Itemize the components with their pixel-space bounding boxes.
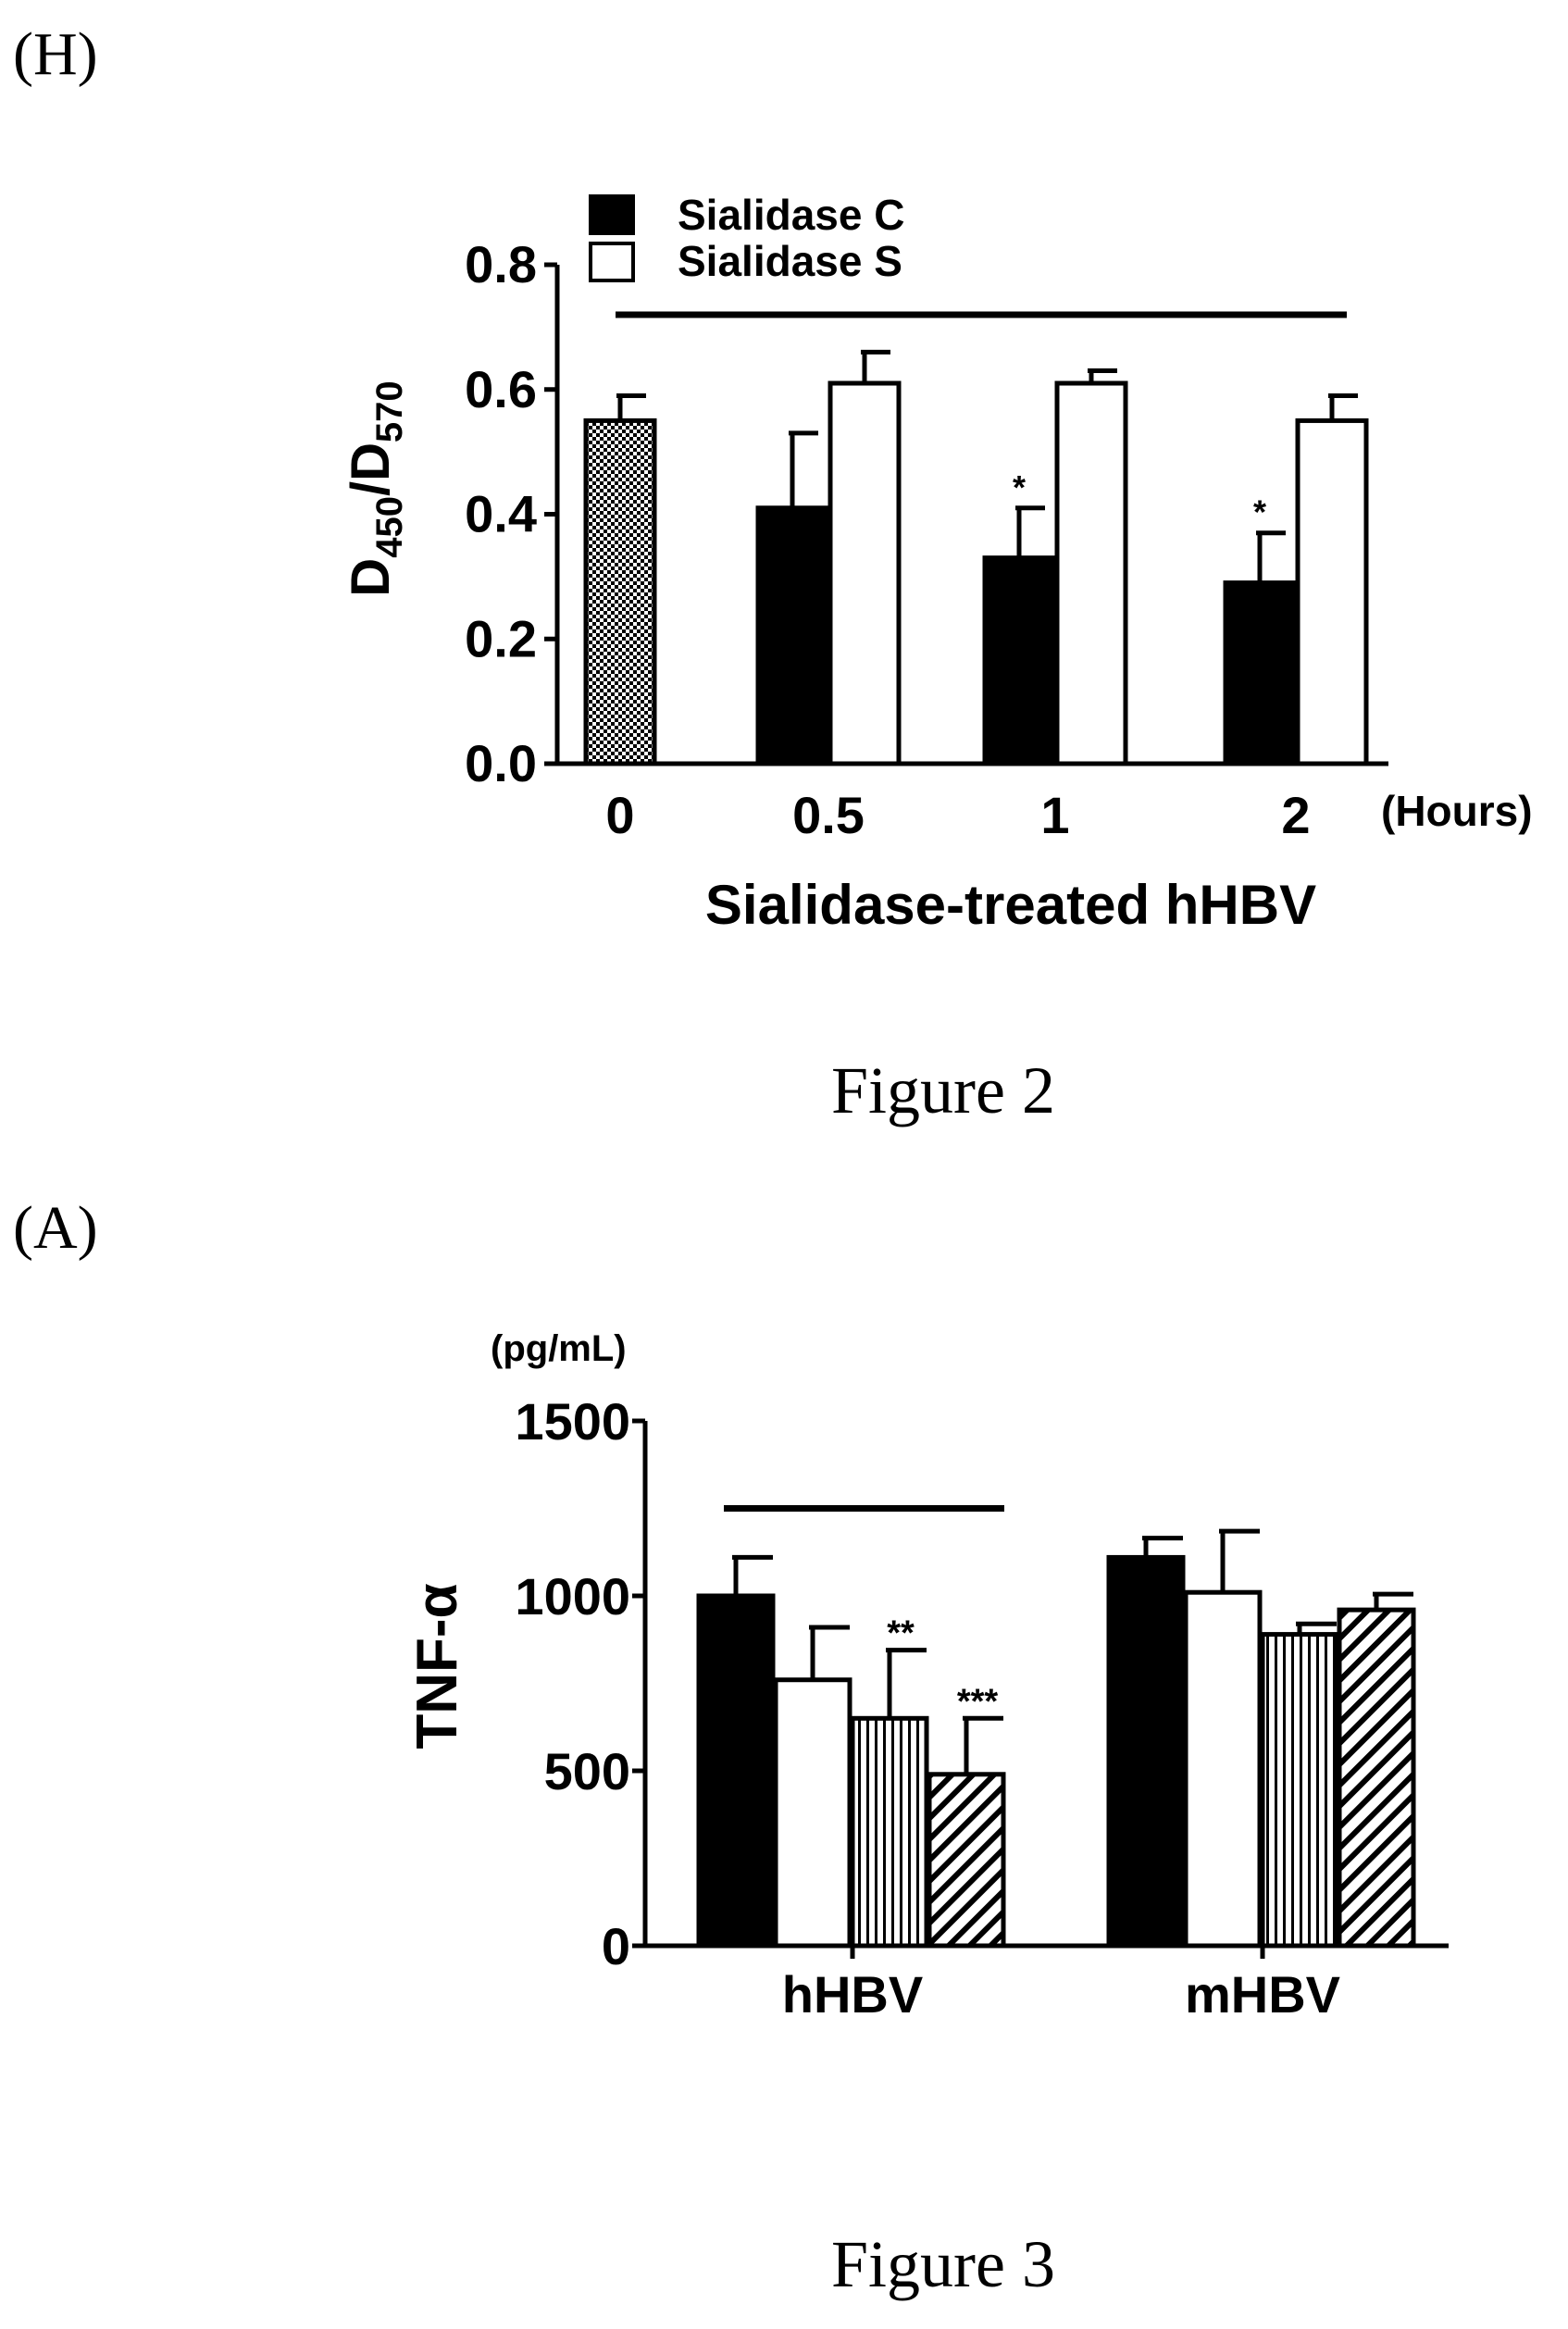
legend-label-sialidase-c: Sialidase C <box>678 191 904 239</box>
y-tick-label: 1000 <box>515 1567 630 1625</box>
chart-h: Sialidase C Sialidase S (Hours) Sialidas… <box>341 191 1533 936</box>
bar <box>828 380 902 766</box>
y-tick-label: 1500 <box>515 1392 630 1451</box>
bar <box>982 555 1056 766</box>
significance-mark: ** <box>887 1614 915 1653</box>
x-tick-label-hhbv: hHBV <box>782 1965 923 2024</box>
bar <box>1260 1632 1339 1949</box>
bar <box>1223 580 1297 766</box>
bar <box>850 1715 929 1949</box>
bar <box>1054 380 1128 766</box>
bar <box>1106 1554 1186 1949</box>
legend-swatch-sialidase-s <box>589 242 635 282</box>
bar <box>696 1593 776 1949</box>
x-tick-label-0-5: 0.5 <box>792 786 865 844</box>
y-axis-label: TNF-α <box>405 1583 469 1749</box>
x-tick-label-1: 1 <box>1040 786 1069 844</box>
y-tick-label: 500 <box>544 1742 630 1800</box>
x-axis-label: Sialidase-treated hHBV <box>705 874 1316 936</box>
bar <box>1295 417 1369 766</box>
bar <box>927 1772 1006 1949</box>
significance-mark: * <box>1013 468 1026 506</box>
x-unit-label: (Hours) <box>1381 787 1533 835</box>
y-tick-label: 0.0 <box>465 734 537 792</box>
bar <box>1183 1589 1263 1949</box>
bar <box>755 505 829 766</box>
bar <box>1337 1607 1416 1949</box>
y-tick-label: 0.6 <box>465 360 537 418</box>
legend: Sialidase C Sialidase S <box>589 191 904 285</box>
x-tick-label-2: 2 <box>1281 786 1310 844</box>
y-unit-label: (pg/mL) <box>491 1328 627 1369</box>
legend-label-sialidase-s: Sialidase S <box>678 237 902 285</box>
panel-a-label: (A) <box>13 1194 98 1262</box>
figure2-caption: Figure 2 <box>831 1053 1055 1127</box>
y-tick-label: 0.2 <box>465 609 537 667</box>
y-tick-label: 0.8 <box>465 235 537 293</box>
x-tick-label-mhbv: mHBV <box>1185 1965 1340 2024</box>
y-axis-label: D450/D570 <box>341 380 410 596</box>
y-tick-label: 0 <box>602 1917 630 1975</box>
bar <box>773 1677 852 1949</box>
bar <box>583 417 657 766</box>
figure3-caption: Figure 3 <box>831 2227 1055 2301</box>
x-tick-label-0: 0 <box>605 786 634 844</box>
panel-h-label: (H) <box>13 20 98 88</box>
significance-mark: * <box>1253 493 1266 531</box>
y-tick-label: 0.4 <box>465 485 537 543</box>
legend-swatch-sialidase-c <box>589 194 635 235</box>
significance-mark: *** <box>957 1682 999 1721</box>
